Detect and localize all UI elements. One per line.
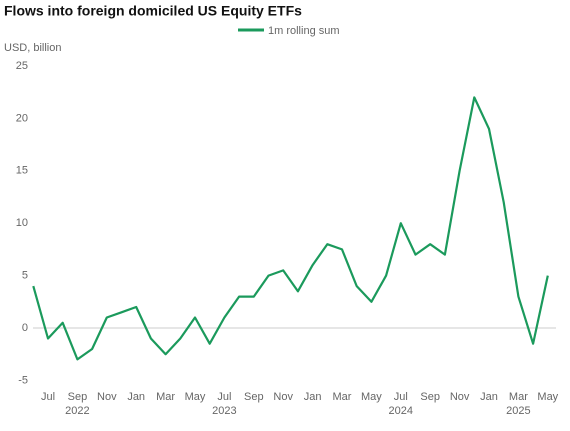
x-tick-label: Mar: [509, 391, 528, 403]
x-tick-label: Jul: [217, 391, 231, 403]
chart-title: Flows into foreign domiciled US Equity E…: [4, 3, 302, 19]
x-tick-label: Mar: [156, 391, 175, 403]
y-tick-label: 25: [16, 60, 28, 72]
y-axis-label: USD, billion: [4, 42, 61, 54]
x-tick-label: Jan: [127, 391, 145, 403]
x-tick-label: Sep: [420, 391, 440, 403]
x-tick-label: Nov: [97, 391, 117, 403]
y-tick-label: 15: [16, 165, 28, 177]
legend-label: 1m rolling sum: [268, 25, 340, 37]
x-year-label: 2023: [212, 405, 236, 417]
x-tick-label: May: [537, 391, 558, 403]
y-tick-label: -5: [18, 374, 28, 386]
x-tick-label: Jul: [41, 391, 55, 403]
y-tick-label: 10: [16, 217, 28, 229]
x-tick-label: Jan: [304, 391, 322, 403]
x-tick-label: Nov: [273, 391, 293, 403]
x-tick-label: Jan: [480, 391, 498, 403]
x-tick-label: Sep: [244, 391, 264, 403]
x-tick-label: Sep: [68, 391, 88, 403]
y-tick-label: 0: [22, 322, 28, 334]
y-tick-label: 5: [22, 270, 28, 282]
x-tick-label: May: [185, 391, 206, 403]
x-tick-label: May: [361, 391, 382, 403]
x-tick-label: Jul: [394, 391, 408, 403]
legend: 1m rolling sum: [238, 25, 340, 37]
line: [32, 96, 549, 361]
x-year-label: 2025: [506, 405, 530, 417]
x-year-label: 2024: [389, 405, 413, 417]
x-year-label: 2022: [65, 405, 89, 417]
x-tick-label: Nov: [450, 391, 470, 403]
x-tick-label: Mar: [333, 391, 352, 403]
y-tick-label: 20: [16, 112, 28, 124]
